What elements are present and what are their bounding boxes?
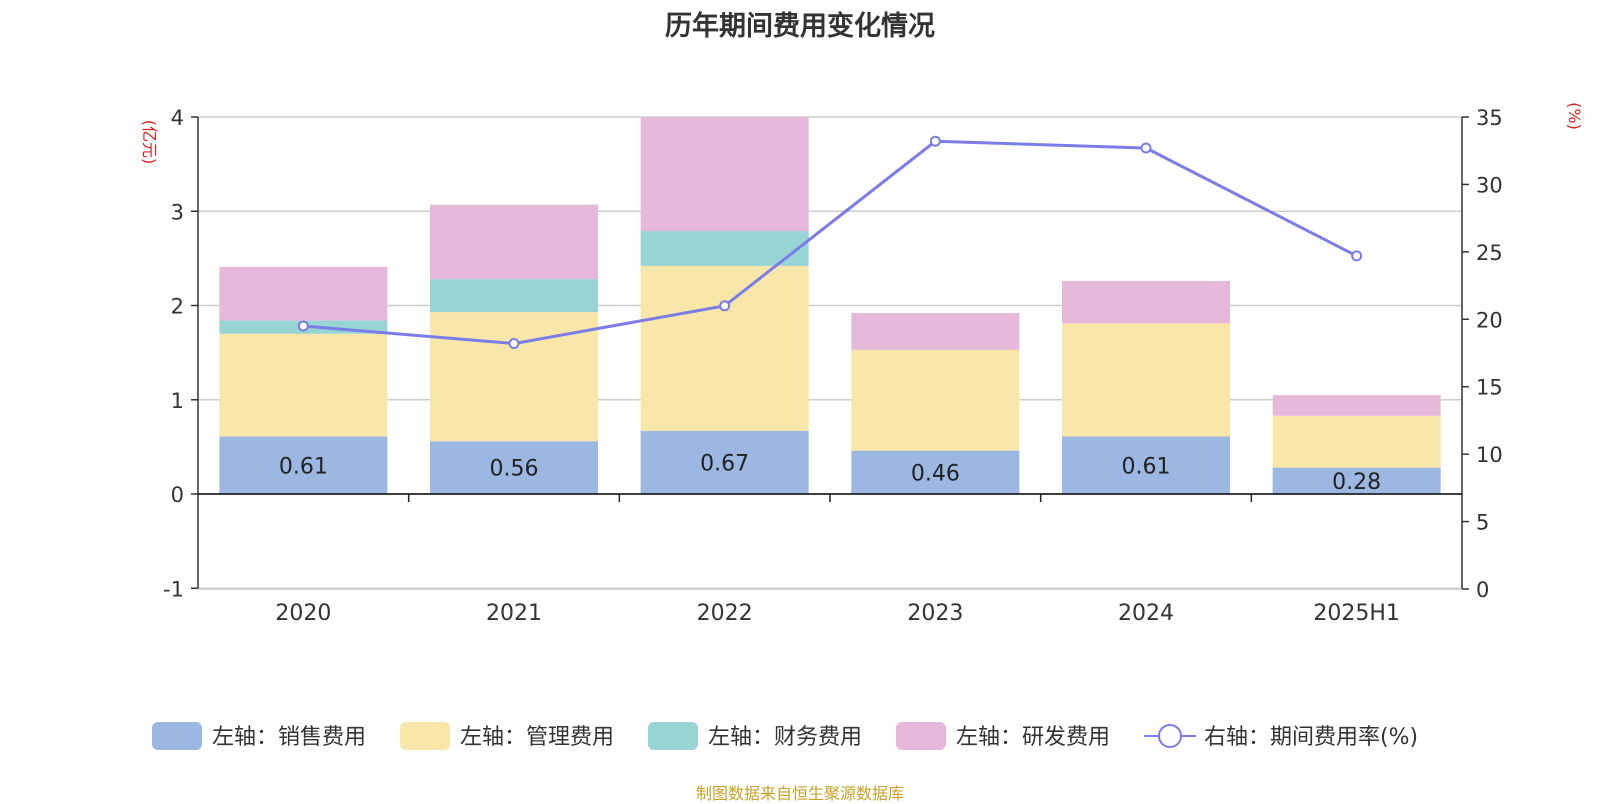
right-axis-tick-label: 5 — [1476, 511, 1489, 535]
legend-label-rd[interactable]: 左轴：研发费用 — [956, 725, 1110, 750]
data-label-sales-2021: 0.56 — [490, 457, 539, 482]
legend-label-admin[interactable]: 左轴：管理费用 — [460, 725, 614, 750]
axes: -1 0 1 2 3 4 0 5 10 15 20 25 30 35 2020 2021 2022 2023 202… — [140, 102, 1584, 626]
x-axis-label-2020: 2020 — [275, 601, 331, 626]
x-axis-label-2025H1: 2025H1 — [1313, 601, 1400, 626]
data-labels: 0.61 0.56 0.67 0.46 0.61 0.28 — [279, 451, 1381, 494]
legend-label-finance[interactable]: 左轴：财务费用 — [708, 725, 862, 750]
right-axis-tick-label: 15 — [1476, 376, 1503, 400]
data-label-sales-2023: 0.46 — [911, 461, 960, 486]
rate-point-2022 — [719, 300, 731, 312]
bar-rd-2022 — [640, 117, 809, 232]
right-axis-tick-label: 20 — [1476, 308, 1503, 332]
left-axis-tick-label: 1 — [171, 389, 184, 413]
rate-line-series — [297, 135, 1363, 350]
bar-rd-2020 — [219, 266, 388, 321]
right-axis-tick-label: 10 — [1476, 443, 1503, 467]
legend-label-sales[interactable]: 左轴：销售费用 — [212, 725, 366, 750]
bar-finance-2022 — [640, 231, 809, 266]
data-label-sales-2022: 0.67 — [700, 451, 749, 476]
right-axis-tick-label: 0 — [1476, 578, 1489, 602]
bar-admin-2025H1 — [1272, 415, 1441, 468]
left-axis-tick-label: 2 — [171, 295, 184, 319]
bar-rd-2024 — [1062, 280, 1230, 324]
right-axis-unit: (%) — [1565, 102, 1584, 130]
bar-series — [219, 117, 1441, 494]
data-label-sales-2024: 0.61 — [1122, 454, 1171, 479]
bar-sales-2025H1 — [1272, 467, 1441, 494]
right-axis-tick-label: 35 — [1476, 106, 1503, 130]
bar-sales-2022 — [640, 430, 809, 494]
rate-point-2025H1 — [1351, 250, 1363, 262]
left-axis-tick-label: 3 — [171, 200, 184, 224]
legend-swatch-admin[interactable] — [400, 722, 450, 750]
bar-sales-2023 — [851, 450, 1020, 494]
rate-point-2024 — [1140, 142, 1152, 154]
x-axis-label-2023: 2023 — [907, 601, 963, 626]
legend-swatch-marker-rate[interactable] — [1158, 724, 1182, 748]
x-axis-label-2024: 2024 — [1118, 601, 1174, 626]
x-axis-label-2022: 2022 — [697, 601, 753, 626]
left-axis-tick-label: 4 — [171, 106, 184, 130]
legend-swatch-rd[interactable] — [896, 722, 946, 750]
bar-sales-2020 — [219, 436, 388, 494]
bar-rd-2023 — [851, 313, 1020, 350]
bar-sales-2024 — [1062, 436, 1230, 494]
rate-point-2020 — [297, 320, 309, 332]
right-axis-tick-label: 25 — [1476, 241, 1503, 265]
left-axis-tick-label: 0 — [171, 483, 184, 507]
bar-admin-2024 — [1062, 323, 1230, 437]
right-axis-tick-label: 30 — [1476, 173, 1503, 197]
data-label-sales-2020: 0.61 — [279, 454, 328, 479]
bar-admin-2021 — [430, 312, 598, 442]
bar-finance-2021 — [430, 279, 598, 313]
legend[interactable]: 左轴：销售费用 左轴：管理费用 左轴：财务费用 左轴：研发费用 右轴：期间费用率(%) — [152, 722, 1418, 750]
bar-rd-2025H1 — [1272, 395, 1441, 416]
source-note: 制图数据来自恒生聚源数据库 — [695, 784, 904, 803]
grid-lines — [198, 116, 1462, 589]
rate-point-2023 — [929, 135, 941, 147]
bar-admin-2022 — [640, 265, 809, 431]
left-axis-unit: (亿元) — [140, 120, 159, 165]
bar-rd-2021 — [430, 204, 598, 280]
legend-swatch-finance[interactable] — [648, 722, 698, 750]
legend-label-rate[interactable]: 右轴：期间费用率(%) — [1204, 725, 1418, 750]
rate-point-2021 — [508, 338, 520, 350]
chart-title: 历年期间费用变化情况 — [665, 11, 935, 42]
bar-admin-2020 — [219, 333, 388, 437]
bar-admin-2023 — [851, 349, 1020, 451]
data-label-sales-2025H1: 0.28 — [1332, 470, 1381, 495]
legend-swatch-sales[interactable] — [152, 722, 202, 750]
x-axis-label-2021: 2021 — [486, 601, 542, 626]
rate-line — [303, 139, 1358, 346]
bar-sales-2021 — [430, 441, 598, 494]
left-axis-tick-label: -1 — [163, 577, 184, 601]
